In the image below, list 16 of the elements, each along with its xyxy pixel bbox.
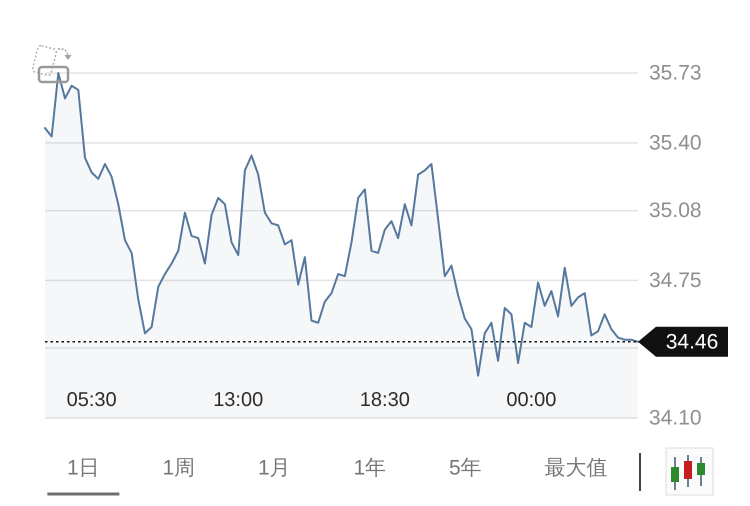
range-tab-label: 1周 (162, 456, 196, 480)
y-tick-label: 35.73 (649, 62, 702, 84)
range-tab-label: 1日 (67, 456, 100, 480)
y-tick-label: 34.75 (649, 268, 702, 292)
x-tick-label: 00:00 (506, 389, 556, 411)
y-tick-label: 35.08 (649, 199, 702, 222)
range-tab-label: 最大值 (544, 456, 608, 480)
y-tick-label: 35.40 (649, 131, 702, 154)
x-tick-label: 05:30 (66, 389, 117, 411)
ref-line-label: 34.46 (666, 330, 718, 354)
x-tick-label: 18:30 (360, 389, 410, 411)
y-tick-label: 34.10 (649, 406, 702, 430)
range-tab-label: 1年 (354, 456, 386, 480)
range-tab-label: 1月 (258, 456, 291, 480)
range-tab-label: 5年 (449, 456, 482, 480)
x-tick-label: 13:00 (213, 389, 264, 411)
